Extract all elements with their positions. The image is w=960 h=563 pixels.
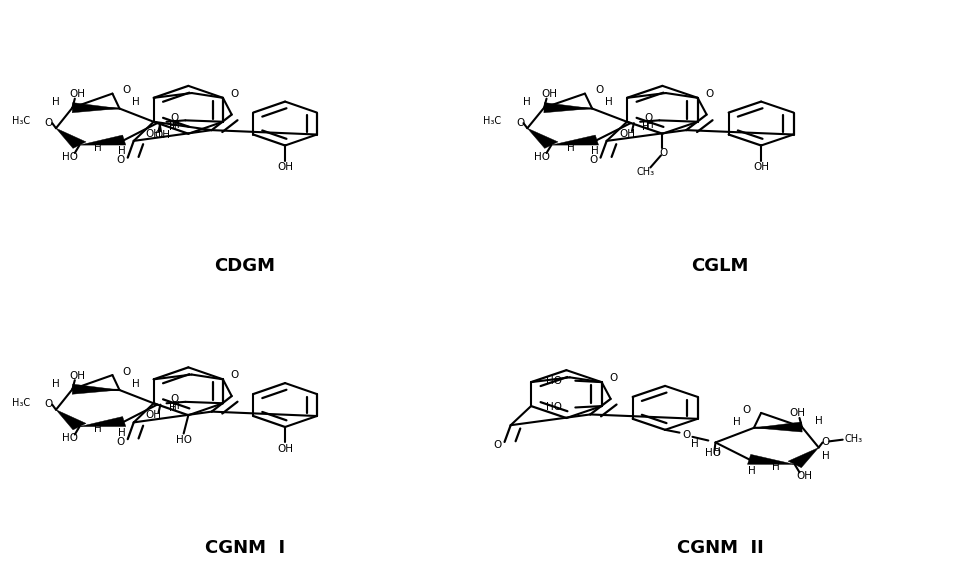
Polygon shape bbox=[72, 384, 119, 394]
Text: O: O bbox=[595, 85, 604, 95]
Text: O: O bbox=[706, 88, 714, 99]
Text: H: H bbox=[52, 378, 60, 388]
Text: O: O bbox=[644, 113, 653, 123]
Text: OH: OH bbox=[753, 163, 769, 172]
Text: HO: HO bbox=[546, 403, 563, 413]
Text: O: O bbox=[493, 440, 501, 450]
Text: H: H bbox=[646, 119, 654, 129]
Polygon shape bbox=[527, 128, 558, 149]
Polygon shape bbox=[544, 102, 592, 113]
Text: OH: OH bbox=[277, 444, 293, 454]
Text: O: O bbox=[516, 118, 524, 128]
Text: OH: OH bbox=[146, 129, 162, 139]
Text: OH: OH bbox=[277, 163, 293, 172]
Text: O: O bbox=[116, 155, 125, 166]
Text: OH: OH bbox=[155, 130, 171, 140]
Text: O: O bbox=[230, 370, 239, 380]
Polygon shape bbox=[748, 454, 795, 464]
Text: H: H bbox=[172, 401, 180, 411]
Text: H: H bbox=[691, 439, 699, 449]
Text: HO: HO bbox=[546, 376, 563, 386]
Text: O: O bbox=[123, 85, 131, 95]
Text: H: H bbox=[712, 448, 720, 457]
Polygon shape bbox=[80, 417, 126, 427]
Text: O: O bbox=[660, 149, 668, 158]
Text: O: O bbox=[683, 431, 691, 440]
Text: H: H bbox=[169, 403, 177, 413]
Text: OH: OH bbox=[796, 471, 812, 481]
Text: CH₃: CH₃ bbox=[636, 167, 655, 177]
Text: H: H bbox=[52, 97, 60, 107]
Text: O: O bbox=[45, 118, 53, 128]
Text: H: H bbox=[566, 143, 574, 153]
Text: H: H bbox=[172, 119, 180, 129]
Text: H: H bbox=[642, 122, 650, 132]
Polygon shape bbox=[754, 422, 803, 432]
Text: H: H bbox=[169, 122, 177, 132]
Text: O: O bbox=[171, 394, 179, 404]
Polygon shape bbox=[80, 135, 126, 145]
Text: O: O bbox=[230, 88, 239, 99]
Text: O: O bbox=[45, 399, 53, 409]
Polygon shape bbox=[551, 135, 598, 145]
Text: OH: OH bbox=[619, 129, 636, 139]
Text: H: H bbox=[118, 146, 126, 157]
Text: H: H bbox=[590, 146, 598, 157]
Text: O: O bbox=[116, 437, 125, 447]
Text: HO: HO bbox=[62, 152, 78, 162]
Text: H: H bbox=[822, 451, 829, 461]
Text: O: O bbox=[822, 437, 830, 447]
Text: OH: OH bbox=[69, 89, 85, 99]
Text: CGLM: CGLM bbox=[691, 257, 749, 275]
Polygon shape bbox=[72, 102, 119, 113]
Text: H₃C: H₃C bbox=[12, 397, 30, 408]
Text: O: O bbox=[743, 405, 751, 414]
Text: H₃C: H₃C bbox=[12, 116, 30, 126]
Text: CH₃: CH₃ bbox=[844, 434, 862, 444]
Text: O: O bbox=[171, 113, 179, 123]
Text: CGNM  II: CGNM II bbox=[677, 539, 763, 556]
Text: OH: OH bbox=[69, 370, 85, 381]
Text: H: H bbox=[132, 97, 140, 108]
Text: H: H bbox=[523, 97, 531, 107]
Text: H: H bbox=[733, 417, 741, 427]
Text: HO: HO bbox=[705, 448, 721, 458]
Text: HO: HO bbox=[534, 152, 550, 162]
Text: H: H bbox=[748, 466, 756, 476]
Text: H: H bbox=[118, 428, 126, 438]
Text: O: O bbox=[589, 155, 597, 166]
Text: O: O bbox=[610, 373, 618, 383]
Text: H: H bbox=[815, 417, 823, 426]
Text: H: H bbox=[605, 97, 612, 108]
Text: CGNM  I: CGNM I bbox=[204, 539, 285, 556]
Text: OH: OH bbox=[789, 409, 805, 418]
Text: H: H bbox=[94, 425, 102, 435]
Text: H: H bbox=[772, 462, 780, 472]
Text: OH: OH bbox=[146, 410, 162, 421]
Text: CDGM: CDGM bbox=[214, 257, 276, 275]
Polygon shape bbox=[788, 448, 819, 468]
Text: HO: HO bbox=[62, 434, 78, 444]
Text: H: H bbox=[132, 379, 140, 389]
Polygon shape bbox=[56, 128, 86, 149]
Text: OH: OH bbox=[540, 89, 557, 99]
Text: H₃C: H₃C bbox=[483, 116, 501, 126]
Text: O: O bbox=[123, 367, 131, 377]
Text: HO: HO bbox=[176, 435, 192, 445]
Polygon shape bbox=[56, 410, 86, 430]
Text: H: H bbox=[94, 143, 102, 153]
